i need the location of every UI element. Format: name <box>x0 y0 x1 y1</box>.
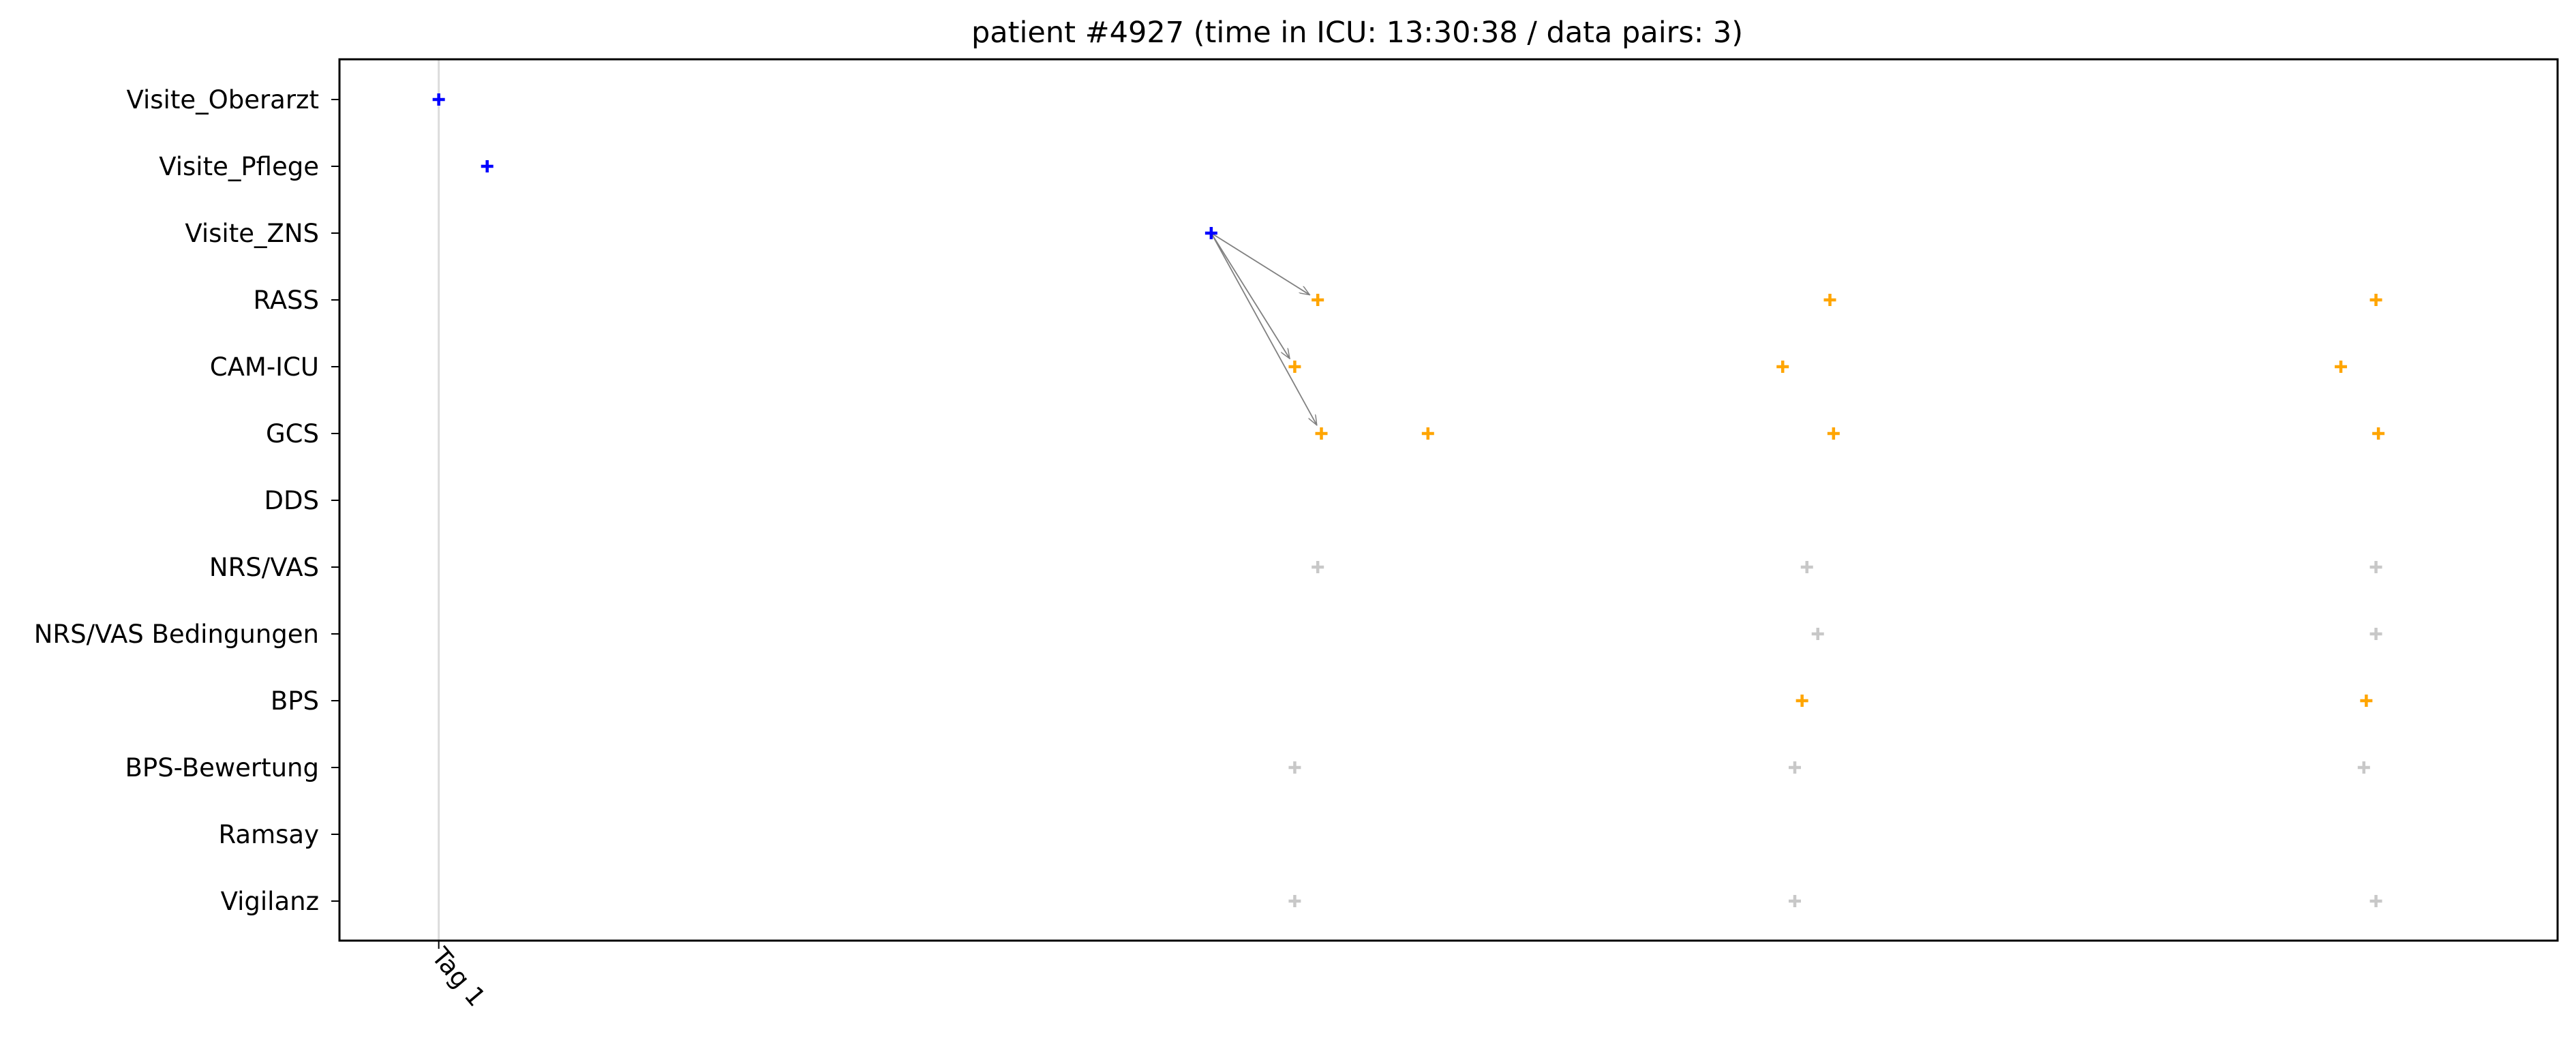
marker-other-nrs-vas-bedingungen <box>2369 628 2382 640</box>
marker-other-bps-bewertung <box>2357 761 2370 774</box>
y-tick-label-ramsay: Ramsay <box>219 820 319 849</box>
marker-assessment-bps <box>2360 695 2373 707</box>
marker-other-nrs-vas <box>2369 561 2382 573</box>
marker-visit-visite-zns <box>1204 227 1217 239</box>
pair-arrows <box>1211 232 1317 425</box>
pair-arrow <box>1211 232 1290 359</box>
y-tick-label-gcs: GCS <box>266 419 319 449</box>
marker-assessment-bps <box>1795 695 1808 707</box>
marker-other-vigilanz <box>1788 895 1801 907</box>
marker-assessment-cam-icu <box>1776 361 1789 373</box>
marker-assessment-gcs <box>2372 427 2385 440</box>
marker-other-vigilanz <box>2369 895 2382 907</box>
pair-arrow <box>1211 232 1309 295</box>
marker-assessment-rass <box>1312 294 1324 306</box>
marker-other-nrs-vas-bedingungen <box>1811 628 1824 640</box>
marker-visit-visite-pflege <box>481 160 494 172</box>
data-markers <box>432 93 2385 907</box>
marker-assessment-gcs <box>1827 427 1840 440</box>
marker-other-bps-bewertung <box>1288 761 1301 774</box>
y-tick-label-visite-oberarzt: Visite_Oberarzt <box>126 85 319 115</box>
marker-assessment-gcs <box>1421 427 1434 440</box>
y-tick-label-bps: BPS <box>271 686 319 716</box>
marker-assessment-rass <box>2369 294 2382 306</box>
y-tick-label-visite-pflege: Visite_Pflege <box>159 152 319 181</box>
plot-frame <box>338 58 2559 942</box>
marker-other-nrs-vas <box>1800 561 1813 573</box>
y-tick-label-visite-zns: Visite_ZNS <box>185 219 319 248</box>
y-tick-label-rass: RASS <box>254 286 320 315</box>
y-tick-label-nrs-vas-bedingungen: NRS/VAS Bedingungen <box>34 620 319 649</box>
marker-other-vigilanz <box>1288 895 1301 907</box>
y-axis: Visite_Oberarzt Visite_Pflege Visite_ZNS RA… <box>34 85 339 916</box>
marker-other-nrs-vas <box>1312 561 1324 573</box>
marker-assessment-cam-icu <box>2335 361 2348 373</box>
y-tick-label-vigilanz: Vigilanz <box>221 887 319 916</box>
y-tick-label-cam-icu: CAM-ICU <box>210 352 319 382</box>
marker-visit-visite-oberarzt <box>432 93 445 106</box>
marker-assessment-rass <box>1823 294 1836 306</box>
y-tick-label-nrs-vas: NRS/VAS <box>209 553 319 582</box>
y-tick-label-dds: DDS <box>264 486 319 515</box>
y-tick-label-bps-bewertung: BPS-Bewertung <box>125 753 320 782</box>
pair-arrow <box>1211 232 1317 425</box>
marker-assessment-cam-icu <box>1288 361 1301 373</box>
chart-title: patient #4927 (time in ICU: 13:30:38 / d… <box>971 16 1743 50</box>
marker-other-bps-bewertung <box>1788 761 1801 774</box>
marker-assessment-gcs <box>1315 427 1328 440</box>
